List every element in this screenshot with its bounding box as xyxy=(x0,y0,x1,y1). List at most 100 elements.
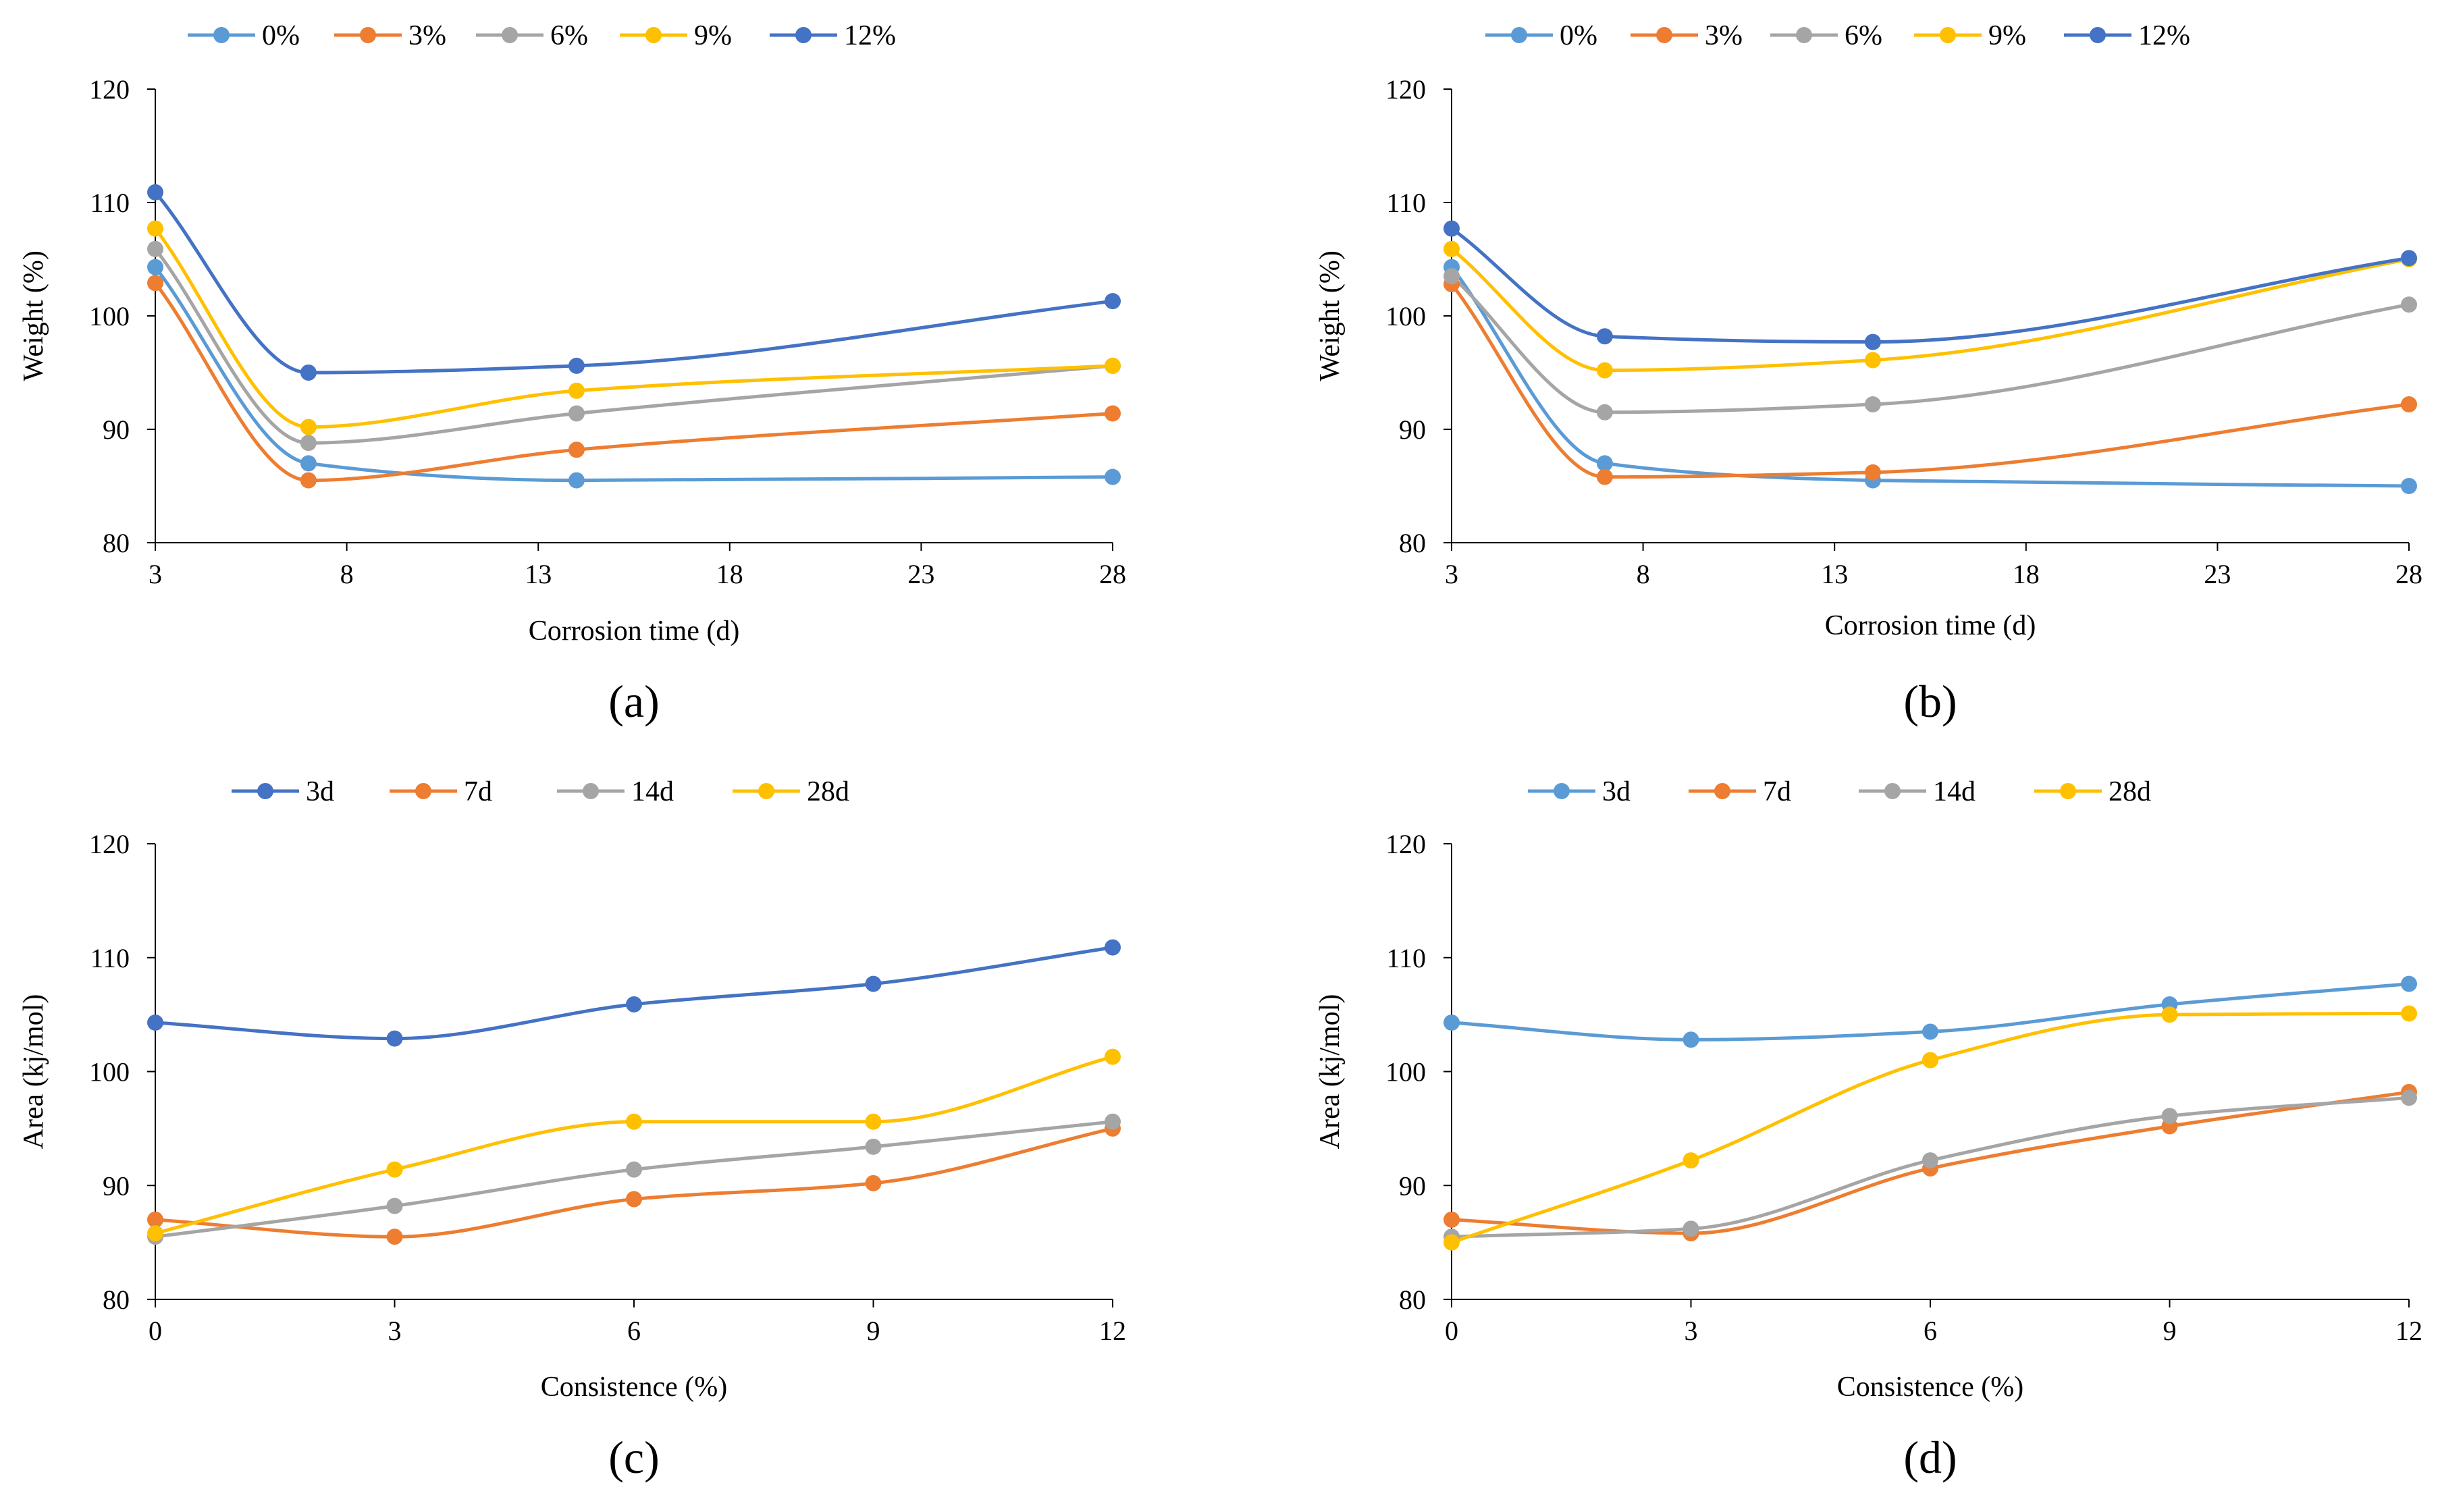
legend-marker xyxy=(645,27,662,43)
data-point xyxy=(865,975,882,992)
x-tick-label: 28 xyxy=(1099,559,1126,589)
series-line-3% xyxy=(153,281,1115,483)
panel-label: (c) xyxy=(608,1432,659,1483)
data-point xyxy=(2401,478,2417,494)
x-tick-label: 13 xyxy=(525,559,552,589)
data-point xyxy=(1922,1023,1938,1040)
legend-label: 9% xyxy=(694,20,732,51)
data-point xyxy=(1922,1052,1938,1069)
legend-label: 3d xyxy=(306,776,334,807)
data-point xyxy=(386,1197,403,1214)
legend-label: 0% xyxy=(262,20,300,51)
legend-item: 12% xyxy=(2064,20,2190,51)
series-line-6% xyxy=(153,247,1115,445)
data-point xyxy=(147,275,163,292)
data-point xyxy=(1105,468,1121,485)
y-tick-label: 90 xyxy=(103,414,130,445)
y-tick-label: 80 xyxy=(103,528,130,558)
data-point xyxy=(1443,220,1460,237)
x-tick-label: 3 xyxy=(1445,559,1458,589)
data-point xyxy=(147,220,163,237)
data-point xyxy=(568,441,585,458)
x-axis-title: Corrosion time (d) xyxy=(1825,610,2036,641)
data-point xyxy=(1596,455,1613,472)
data-point xyxy=(1682,1220,1699,1237)
data-point xyxy=(568,382,585,399)
y-tick-label: 120 xyxy=(89,74,130,105)
data-point xyxy=(147,1014,163,1031)
y-tick-label: 90 xyxy=(1399,414,1426,445)
data-point xyxy=(2401,250,2417,267)
y-tick-label: 100 xyxy=(1385,301,1426,331)
y-tick-label: 110 xyxy=(1386,943,1426,973)
legend-marker xyxy=(795,27,812,43)
legend-item: 28d xyxy=(2034,776,2151,807)
chart-panel-c: 80 90 100 110 120 0 3 6 9 12 Consistence (%) Area (… xyxy=(18,776,1126,1483)
y-tick-label: 80 xyxy=(103,1285,130,1315)
data-point xyxy=(147,184,163,200)
series-line-0% xyxy=(1450,265,2411,488)
y-tick-label: 120 xyxy=(1385,829,1426,859)
legend-item: 7d xyxy=(390,776,492,807)
data-point xyxy=(300,364,317,381)
data-point xyxy=(1864,396,1881,413)
legend-marker xyxy=(360,27,376,43)
data-point xyxy=(568,472,585,489)
data-point xyxy=(1922,1152,1938,1169)
y-axis-title: Area (kj/mol) xyxy=(18,994,49,1150)
x-tick-label: 3 xyxy=(149,559,162,589)
x-tick-label: 0 xyxy=(149,1316,162,1346)
data-point xyxy=(1864,464,1881,481)
legend-marker xyxy=(1554,783,1570,799)
x-tick-label: 12 xyxy=(1099,1316,1126,1346)
data-point xyxy=(2161,1108,2178,1125)
legend-item: 0% xyxy=(1485,20,1597,51)
data-point xyxy=(1596,362,1613,379)
x-axis-title: Consistence (%) xyxy=(541,1372,727,1403)
legend-item: 12% xyxy=(770,20,896,51)
data-point xyxy=(147,240,163,257)
data-point xyxy=(1443,240,1460,257)
y-axis-title: Weight (%) xyxy=(1315,250,1346,381)
legend-item: 14d xyxy=(1859,776,1976,807)
data-point xyxy=(1682,1152,1699,1169)
x-axis-title: Corrosion time (d) xyxy=(529,616,740,647)
data-point xyxy=(1596,328,1613,345)
legend-label: 12% xyxy=(844,20,896,51)
data-point xyxy=(1864,352,1881,369)
data-point xyxy=(1105,357,1121,374)
legend-item: 3d xyxy=(1528,776,1631,807)
legend-item: 9% xyxy=(1914,20,2026,51)
legend-marker xyxy=(257,783,273,799)
legend-marker xyxy=(1796,27,1812,43)
data-point xyxy=(1105,1113,1121,1130)
data-point xyxy=(2401,296,2417,313)
legend-item: 6% xyxy=(476,20,588,51)
legend-marker xyxy=(1656,27,1672,43)
legend-marker xyxy=(1511,27,1527,43)
y-tick-label: 80 xyxy=(1399,528,1426,558)
chart-panel-b: 80 90 100 110 120 3 8 13 18 23 28 Corrosion time (d… xyxy=(1315,20,2422,727)
panel-label: (a) xyxy=(608,676,659,727)
legend-label: 28d xyxy=(807,776,849,807)
legend-label: 3% xyxy=(1705,20,1743,51)
panel-label: (b) xyxy=(1903,676,1957,727)
y-tick-label: 100 xyxy=(89,1057,130,1087)
legend-item: 9% xyxy=(620,20,732,51)
x-tick-label: 9 xyxy=(2163,1316,2177,1346)
data-point xyxy=(865,1138,882,1155)
chart-panel-d: 80 90 100 110 120 0 3 6 9 12 Consistence (%) Area (… xyxy=(1315,776,2422,1483)
x-axis-title: Consistence (%) xyxy=(1837,1372,2023,1403)
legend-item: 3% xyxy=(1631,20,1743,51)
x-tick-label: 8 xyxy=(340,559,354,589)
legend-item: 28d xyxy=(733,776,849,807)
legend-label: 6% xyxy=(1845,20,1882,51)
y-tick-label: 120 xyxy=(89,829,130,859)
legend-marker xyxy=(583,783,599,799)
x-tick-label: 8 xyxy=(1637,559,1650,589)
data-point xyxy=(300,472,317,489)
series-line-9% xyxy=(1450,247,2411,373)
series-line-3% xyxy=(1450,282,2411,479)
data-point xyxy=(626,996,642,1013)
